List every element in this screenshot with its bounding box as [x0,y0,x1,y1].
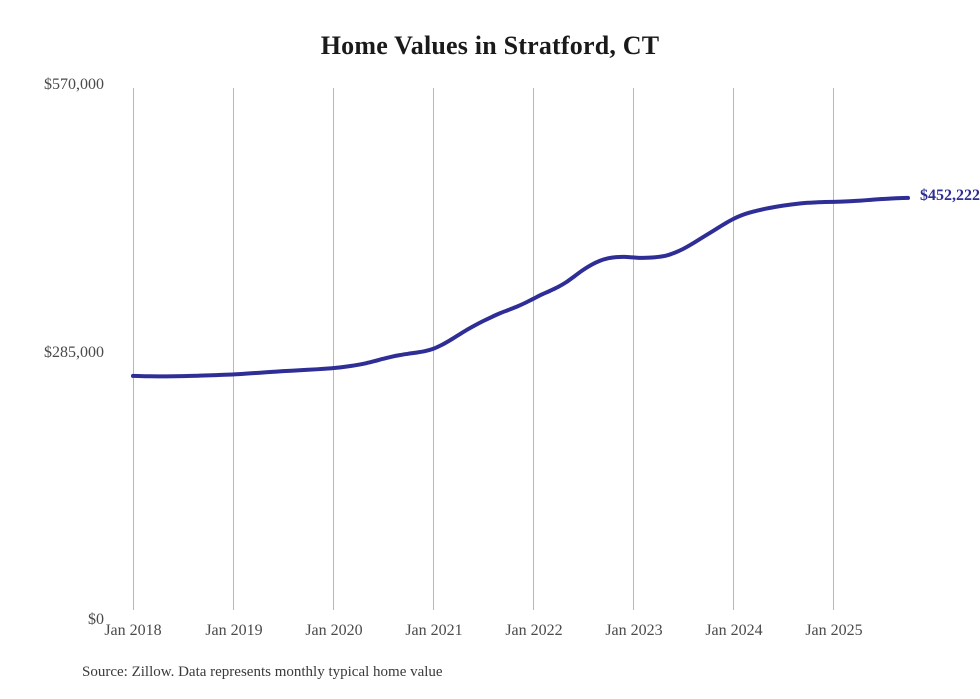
y-tick-label-0: $570,000 [44,76,104,93]
x-tick-label-jan-2020: Jan 2020 [305,622,363,639]
source-note: Source: Zillow. Data represents monthly … [82,664,443,680]
y-tick-label-1: $285,000 [44,344,104,361]
y-tick-label-2: $0 [88,611,104,628]
x-tick-label-jan-2021: Jan 2021 [405,622,463,639]
x-tick-label-jan-2025: Jan 2025 [805,622,863,639]
x-tick-label-jan-2018: Jan 2018 [104,622,162,639]
x-tick-label-jan-2019: Jan 2019 [205,622,263,639]
x-tick-label-jan-2022: Jan 2022 [505,622,563,639]
chart-title: Home Values in Stratford, CT [320,31,660,60]
gridlines-group [133,88,834,610]
x-tick-label-jan-2023: Jan 2023 [605,622,663,639]
x-tick-label-jan-2024: Jan 2024 [705,622,763,639]
end-value-annotation: $452,222 [920,186,980,204]
value-line-path [131,195,910,379]
